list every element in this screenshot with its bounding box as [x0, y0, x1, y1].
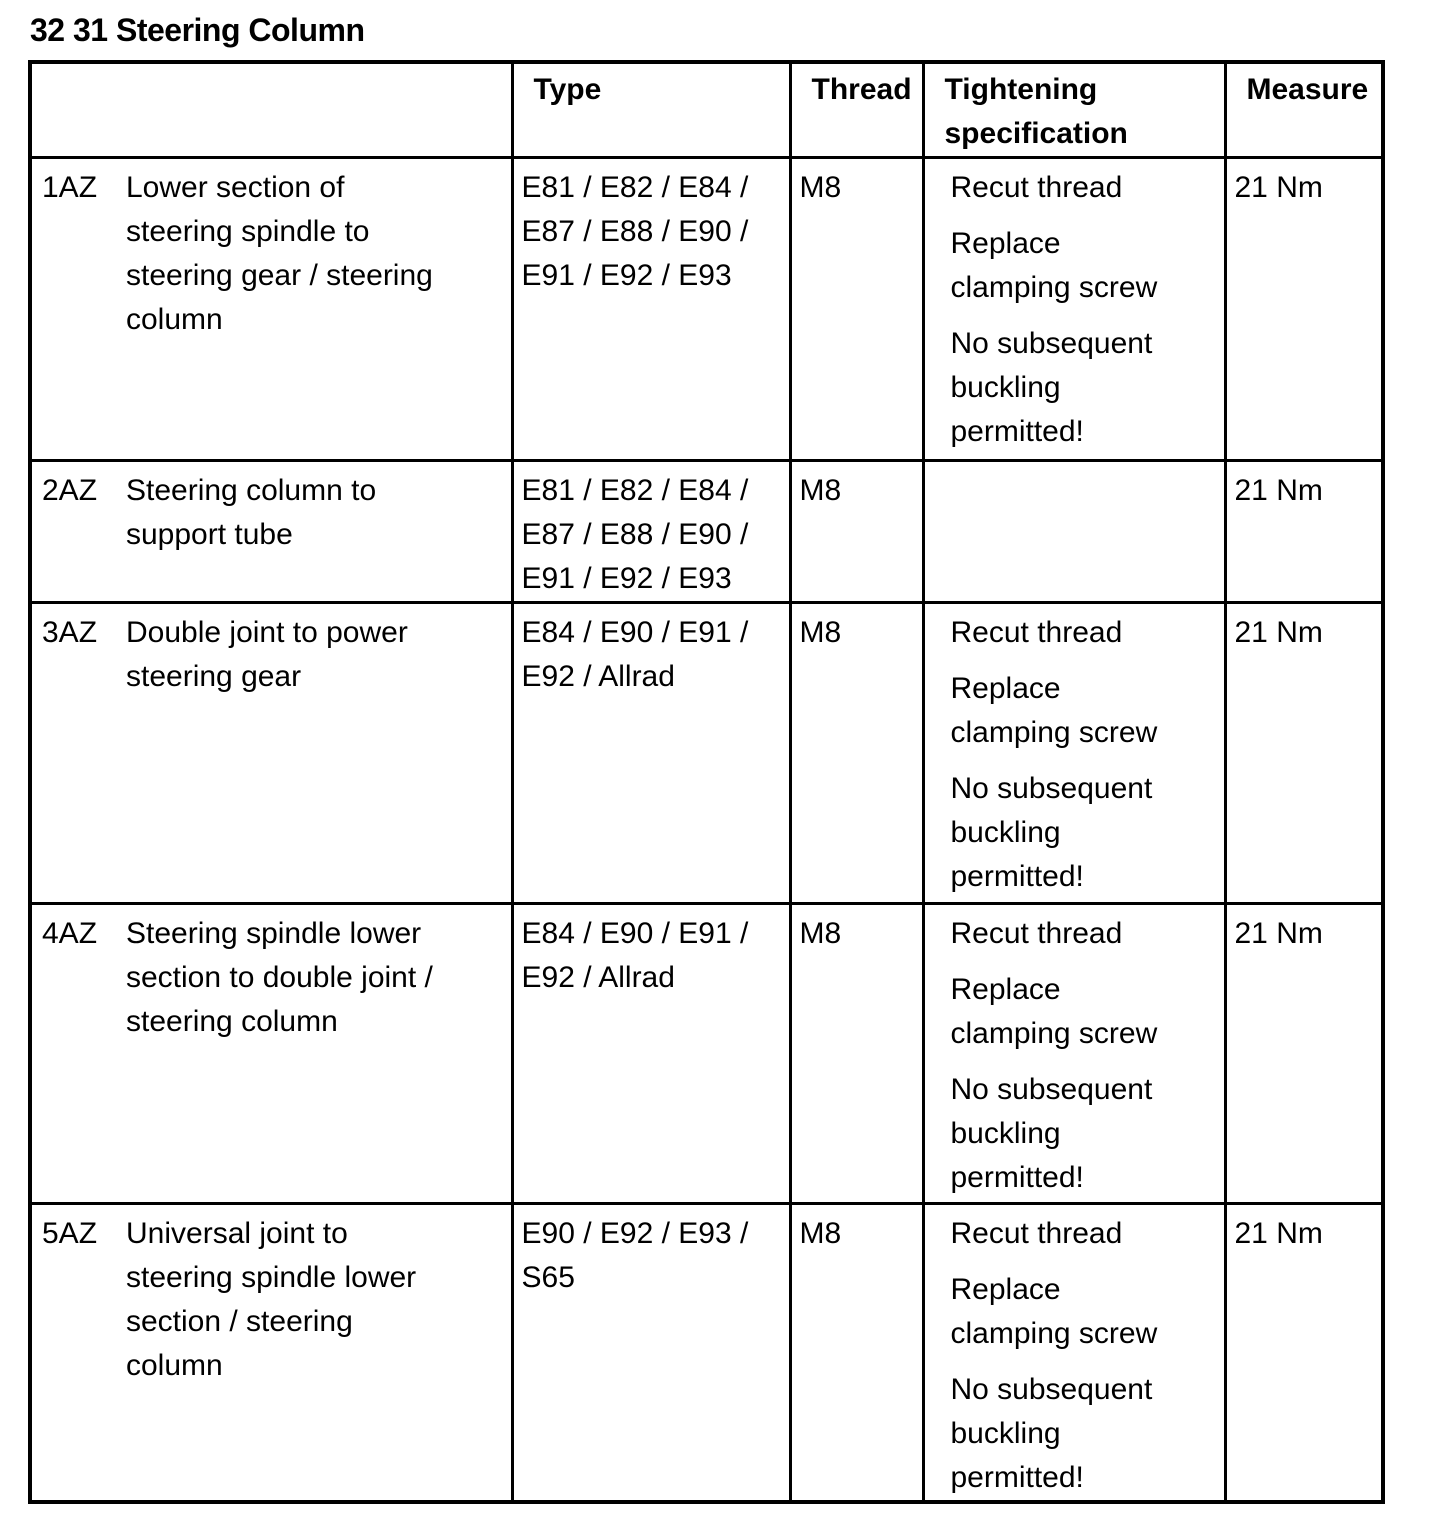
- type-cell: E84 / E90 / E91 / E92 / Allrad: [510, 601, 792, 905]
- tightening-cell: [921, 459, 1227, 604]
- header-measure: Measure: [1223, 60, 1385, 159]
- thread-cell: M8: [788, 459, 925, 604]
- tightening-note: Replace clamping screw: [950, 227, 1158, 304]
- header-type: Type: [510, 60, 792, 159]
- tightening-note: Recut thread: [950, 917, 1123, 950]
- item-cell: 3AZ Double joint to power steering gear: [28, 601, 514, 905]
- item-id: 2AZ: [42, 474, 98, 507]
- table-row-2az: 2AZ Steering column to support tube E81 …: [28, 459, 1385, 604]
- item-description: Universal joint to steering spindle lowe…: [126, 1217, 417, 1382]
- item-content: 4AZ Steering spindle lower section to do…: [42, 912, 509, 1044]
- thread-cell: M8: [788, 902, 925, 1205]
- item-description: Steering column to support tube: [126, 474, 377, 551]
- header-row: Type Thread Tightening specification Mea…: [28, 60, 1385, 159]
- table-row-3az: 3AZ Double joint to power steering gear …: [28, 601, 1385, 905]
- thread-cell: M8: [788, 601, 925, 905]
- item-id: 3AZ: [42, 616, 98, 649]
- tightening-note: Recut thread: [950, 616, 1123, 649]
- tightening-note: No subsequent buckling permitted!: [950, 327, 1153, 448]
- item-id: 1AZ: [42, 171, 98, 204]
- measure-cell: 21 Nm: [1223, 601, 1385, 905]
- tightening-cell: Recut thread Replace clamping screw No sub…: [921, 156, 1227, 462]
- item-content: 3AZ Double joint to power steering gear: [42, 611, 509, 699]
- tightening-note: Replace clamping screw: [950, 973, 1158, 1050]
- tightening-note: No subsequent buckling permitted!: [950, 1073, 1153, 1194]
- item-cell: 2AZ Steering column to support tube: [28, 459, 514, 604]
- item-id: 5AZ: [42, 1217, 98, 1250]
- type-cell: E84 / E90 / E91 / E92 / Allrad: [510, 902, 792, 1205]
- tightening-note: Recut thread: [950, 1217, 1123, 1250]
- tightening-cell: Recut thread Replace clamping screw No sub…: [921, 1202, 1227, 1504]
- measure-cell: 21 Nm: [1223, 156, 1385, 462]
- thread-cell: M8: [788, 1202, 925, 1504]
- table-row-5az: 5AZ Universal joint to steering spindle …: [28, 1202, 1385, 1504]
- item-content: 5AZ Universal joint to steering spindle …: [42, 1212, 509, 1388]
- type-cell: E81 / E82 / E84 / E87 / E88 / E90 / E91 …: [510, 156, 792, 462]
- item-description: Lower section of steering spindle to ste…: [126, 171, 433, 336]
- tightening-note: Replace clamping screw: [950, 672, 1158, 749]
- item-content: 2AZ Steering column to support tube: [42, 469, 509, 557]
- item-description: Double joint to power steering gear: [126, 616, 408, 693]
- tightening-cell: Recut thread Replace clamping screw No sub…: [921, 601, 1227, 905]
- tightening-note: No subsequent buckling permitted!: [950, 1373, 1153, 1494]
- tightening-note: Recut thread: [950, 171, 1123, 204]
- tightening-note: No subsequent buckling permitted!: [950, 772, 1153, 893]
- header-item: [28, 60, 514, 159]
- item-content: 1AZ Lower section of steering spindle to…: [42, 166, 509, 342]
- tightening-cell: Recut thread Replace clamping screw No sub…: [921, 902, 1227, 1205]
- tightening-note: Replace clamping screw: [950, 1273, 1158, 1350]
- item-cell: 4AZ Steering spindle lower section to do…: [28, 902, 514, 1205]
- torque-spec-table: Type Thread Tightening specification Mea…: [28, 60, 1385, 1504]
- item-cell: 5AZ Universal joint to steering spindle …: [28, 1202, 514, 1504]
- type-cell: E90 / E92 / E93 / S65: [510, 1202, 792, 1504]
- page-title: 32 31 Steering Column: [30, 12, 365, 48]
- measure-cell: 21 Nm: [1223, 459, 1385, 604]
- measure-cell: 21 Nm: [1223, 902, 1385, 1205]
- item-description: Steering spindle lower section to double…: [126, 917, 433, 1038]
- item-cell: 1AZ Lower section of steering spindle to…: [28, 156, 514, 462]
- header-thread: Thread: [788, 60, 925, 159]
- table-row-1az: 1AZ Lower section of steering spindle to…: [28, 156, 1385, 462]
- header-tightening-specification: Tightening specification: [921, 60, 1227, 159]
- measure-cell: 21 Nm: [1223, 1202, 1385, 1504]
- item-id: 4AZ: [42, 917, 98, 950]
- type-cell: E81 / E82 / E84 / E87 / E88 / E90 / E91 …: [510, 459, 792, 604]
- table-row-4az: 4AZ Steering spindle lower section to do…: [28, 902, 1385, 1205]
- thread-cell: M8: [788, 156, 925, 462]
